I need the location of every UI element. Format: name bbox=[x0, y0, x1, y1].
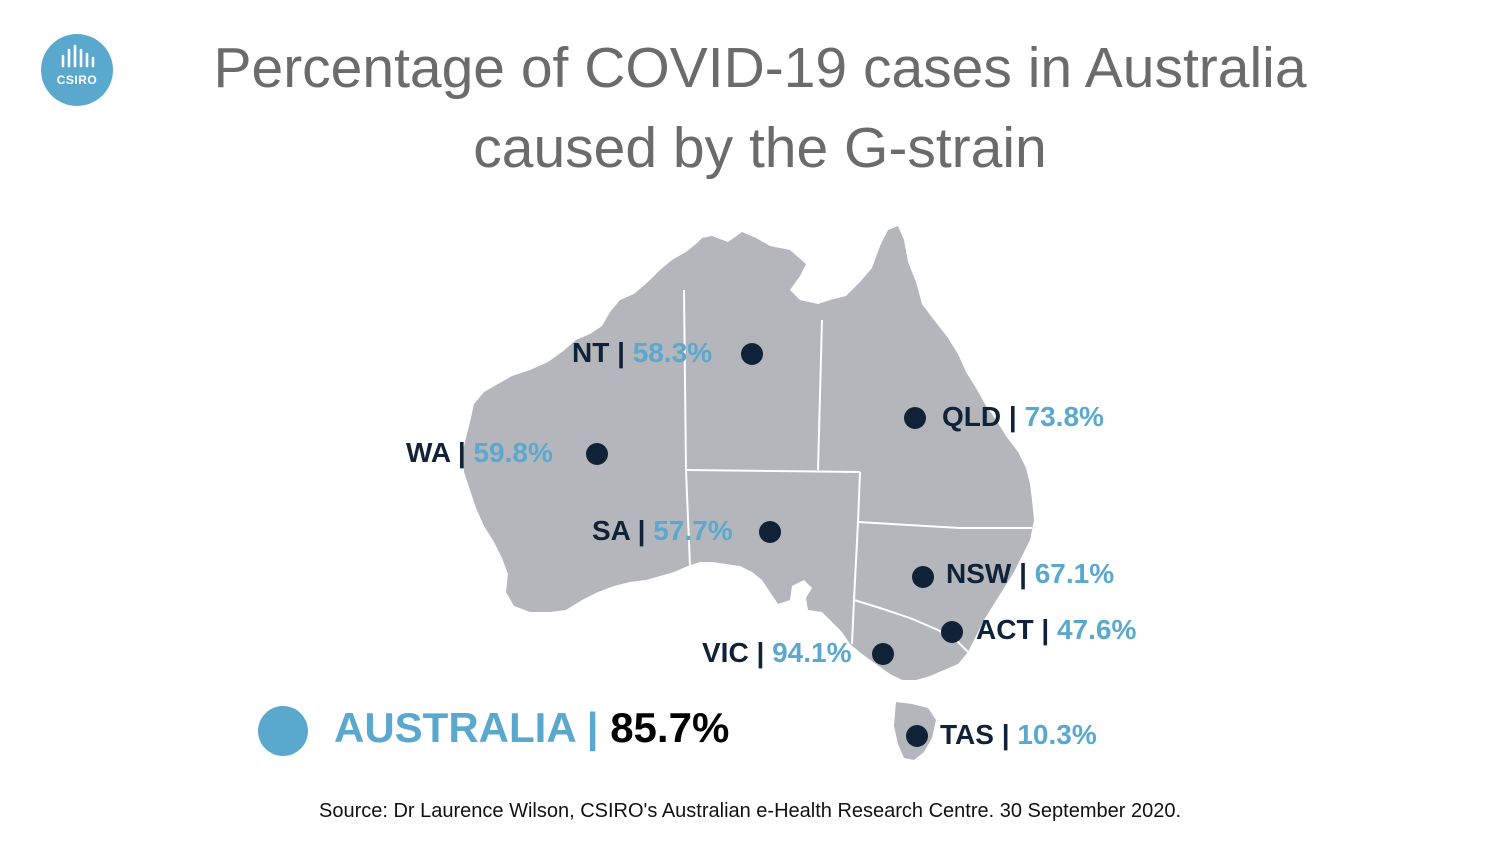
separator: | bbox=[1008, 401, 1017, 432]
label-vic: VIC | 94.1% bbox=[702, 637, 852, 669]
region-code: SA bbox=[592, 515, 630, 546]
label-wa: WA | 59.8% bbox=[406, 437, 553, 469]
vic-dot bbox=[872, 643, 894, 665]
region-code: WA bbox=[406, 437, 451, 468]
separator: | bbox=[1001, 719, 1010, 750]
australia-value: 85.7% bbox=[610, 704, 730, 751]
nt-dot bbox=[741, 343, 763, 365]
region-code: NSW bbox=[946, 558, 1012, 589]
border-nsw-vic bbox=[853, 599, 969, 653]
separator: | bbox=[457, 437, 466, 468]
separator: | bbox=[637, 515, 646, 546]
label-act: ACT | 47.6% bbox=[976, 614, 1136, 646]
label-sa: SA | 57.7% bbox=[592, 515, 733, 547]
csiro-wave-icon bbox=[61, 44, 95, 68]
border-sa-east bbox=[851, 471, 861, 645]
region-value: 10.3% bbox=[1017, 719, 1097, 750]
region-code: QLD bbox=[942, 401, 1002, 432]
label-tas: TAS | 10.3% bbox=[940, 719, 1097, 751]
separator: | bbox=[1041, 614, 1050, 645]
page-title: Percentage of COVID-19 cases in Australi… bbox=[150, 28, 1370, 188]
region-code: TAS bbox=[940, 719, 994, 750]
border-qld-nsw bbox=[857, 521, 1032, 529]
label-qld: QLD | 73.8% bbox=[942, 401, 1104, 433]
australia-total: AUSTRALIA | 85.7% bbox=[334, 704, 729, 752]
region-code: VIC bbox=[702, 637, 749, 668]
region-value: 47.6% bbox=[1056, 614, 1137, 645]
label-nsw: NSW | 67.1% bbox=[946, 558, 1114, 590]
separator: | bbox=[756, 637, 765, 668]
border-nt-sa bbox=[685, 469, 861, 473]
separator: | bbox=[1019, 558, 1027, 589]
mainland-shape bbox=[462, 226, 1034, 680]
separator: | bbox=[617, 337, 625, 368]
region-code: NT bbox=[572, 337, 610, 368]
border-nt-qld bbox=[817, 319, 823, 471]
act-dot bbox=[941, 621, 963, 643]
region-value: 73.8% bbox=[1024, 401, 1104, 432]
nsw-dot bbox=[912, 566, 934, 588]
region-value: 67.1% bbox=[1034, 558, 1115, 589]
region-value: 94.1% bbox=[772, 637, 852, 668]
australia-dot bbox=[258, 706, 308, 756]
region-value: 59.8% bbox=[473, 437, 553, 468]
qld-dot bbox=[904, 407, 926, 429]
tas-dot bbox=[906, 725, 928, 747]
region-value: 58.3% bbox=[632, 337, 713, 368]
source-note: Source: Dr Laurence Wilson, CSIRO's Aust… bbox=[318, 800, 1181, 822]
region-value: 57.7% bbox=[653, 515, 733, 546]
csiro-logo: CSIRO bbox=[41, 34, 113, 106]
separator: | bbox=[586, 704, 599, 751]
sa-dot bbox=[759, 521, 781, 543]
region-code: ACT bbox=[976, 614, 1034, 645]
label-nt: NT | 58.3% bbox=[572, 337, 712, 369]
title-line-1: Percentage of COVID-19 cases in Australi… bbox=[213, 36, 1307, 100]
logo-text: CSIRO bbox=[56, 73, 98, 87]
wa-dot bbox=[586, 443, 608, 465]
australia-name: AUSTRALIA bbox=[334, 704, 576, 751]
title-line-2: caused by the G-strain bbox=[473, 116, 1047, 180]
